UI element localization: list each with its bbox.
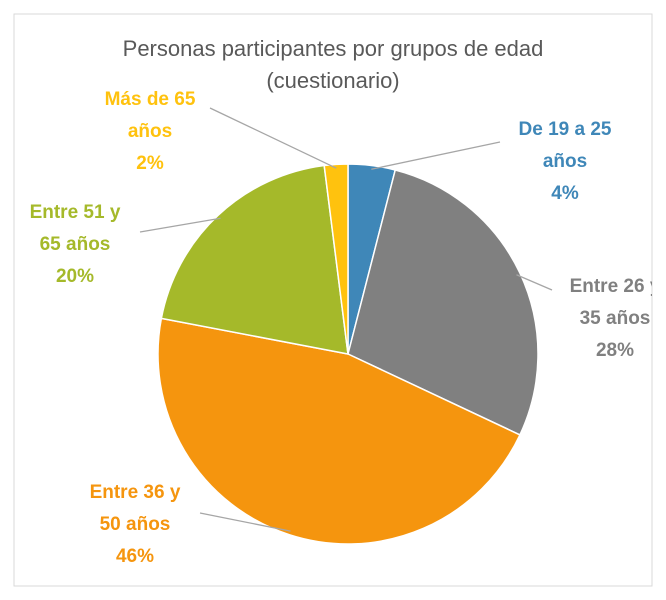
pie-slice <box>323 163 349 355</box>
data-label-value: 4% <box>551 183 579 204</box>
leader-line <box>371 141 501 170</box>
data-label-value: 2% <box>136 153 164 174</box>
pie-slice <box>160 164 349 355</box>
data-label: Entre 26 y 35 años <box>570 276 661 329</box>
leader-line <box>516 274 553 291</box>
chart-title: Personas participantes por grupos de eda… <box>123 36 544 93</box>
plot: De 19 a 25 años 4% Entre 26 y 35 años 28% Entr… <box>30 89 661 567</box>
leader-line <box>209 107 337 169</box>
data-label-value: 46% <box>116 546 154 567</box>
leader-line <box>139 217 221 233</box>
leader-line <box>199 512 291 532</box>
pie-slice <box>157 317 521 545</box>
data-label: Entre 51 y 65 años <box>30 202 121 255</box>
pie-slice <box>347 169 539 436</box>
data-label: Entre 36 y 50 años <box>90 482 181 535</box>
data-label: De 19 a 25 años <box>519 119 612 172</box>
data-label-value: 28% <box>596 340 634 361</box>
data-label-value: 20% <box>56 266 94 287</box>
data-label: Más de 65 años <box>105 89 196 142</box>
